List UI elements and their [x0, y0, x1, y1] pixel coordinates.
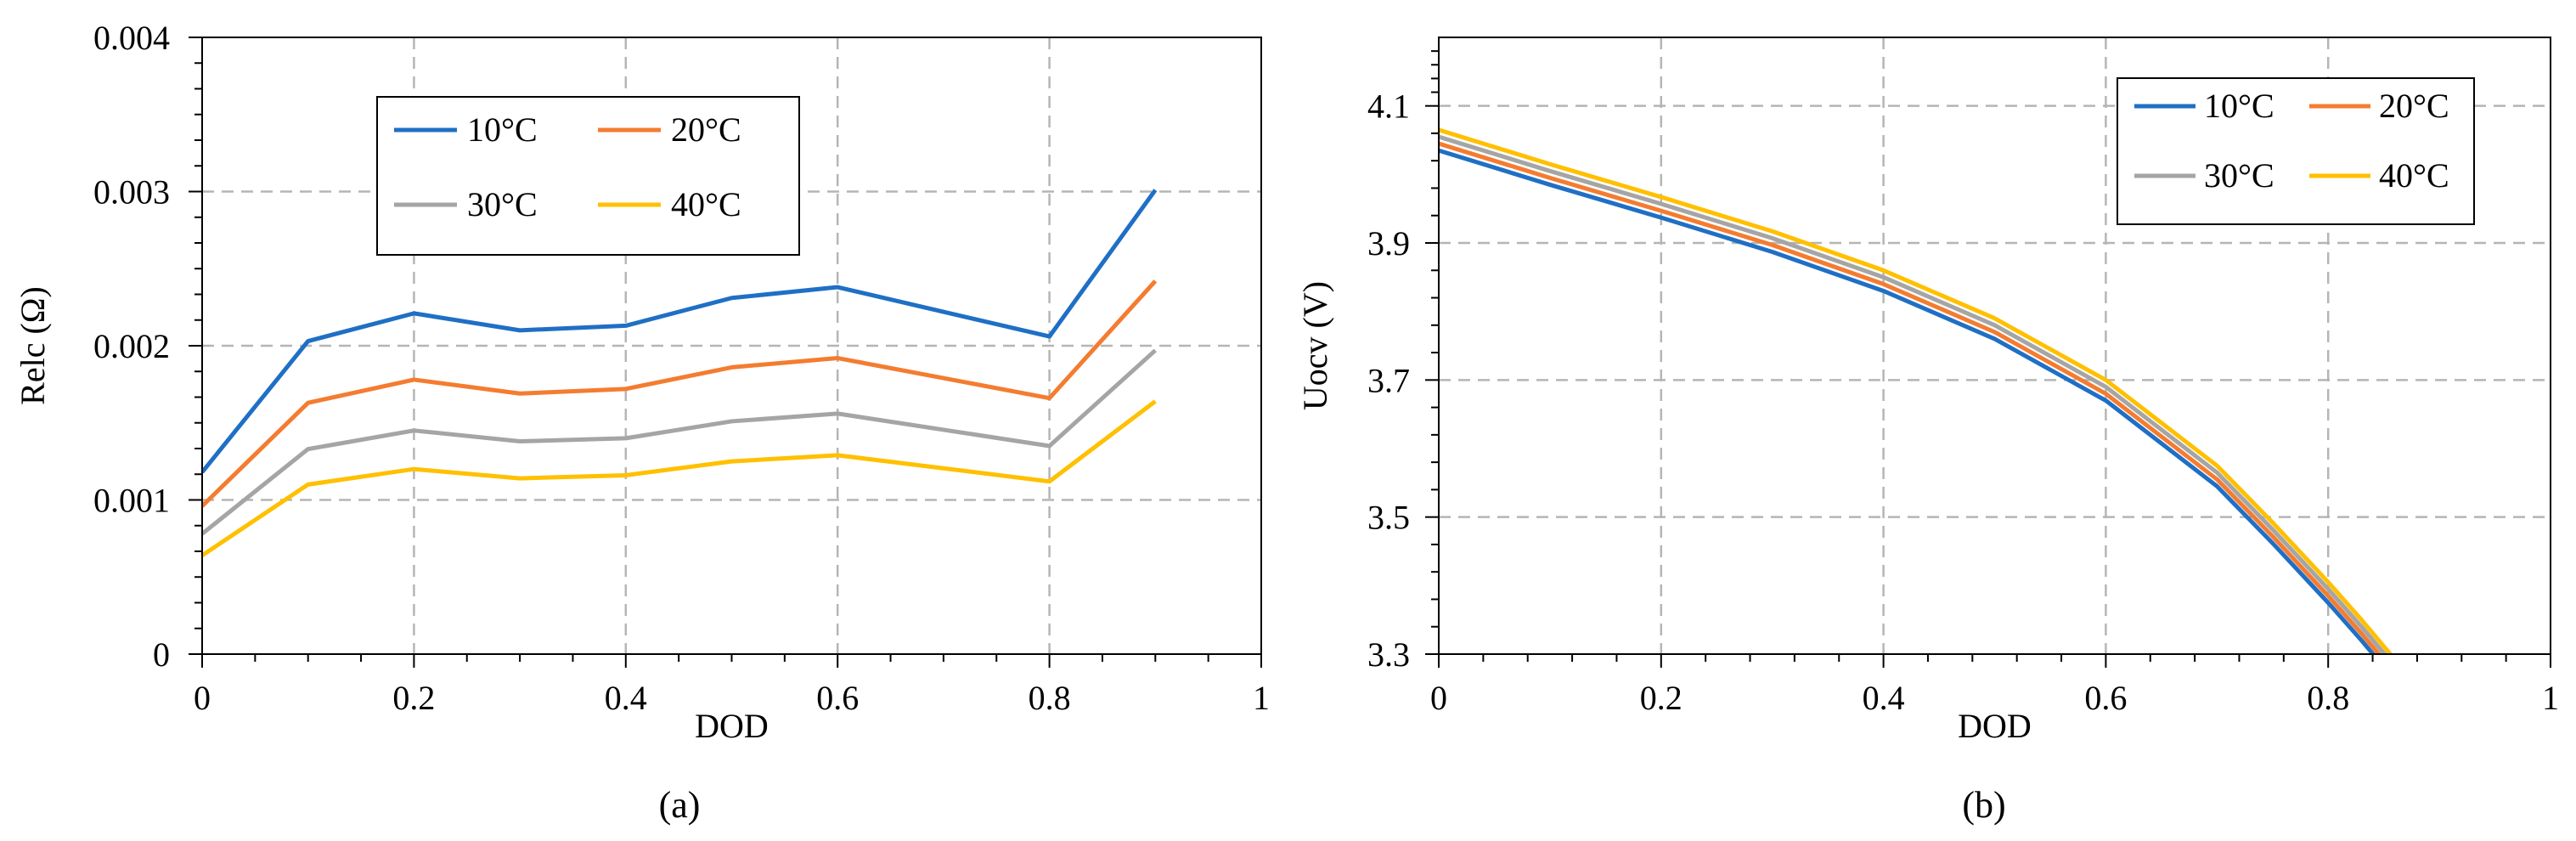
y-tick-label: 0.001	[93, 482, 170, 520]
series-line-20Cc	[1439, 141, 2382, 654]
legend-box	[2117, 77, 2475, 225]
y-axis-title: Uocv (V)	[1296, 281, 1334, 410]
x-tick-label: 0	[194, 679, 211, 717]
series-line-40Cc	[1439, 127, 2393, 654]
legend-label: 40°C	[671, 185, 741, 223]
x-tick-label: 0.4	[605, 679, 647, 717]
y-axis-title: Relc (Ω)	[14, 286, 52, 405]
y-tick-label: 3.7	[1367, 361, 1410, 399]
legend-label: 20°C	[2379, 87, 2449, 125]
x-tick-label: 0.6	[816, 679, 859, 717]
x-tick-label: 0.8	[1029, 679, 1071, 717]
panel-caption: (a)	[659, 784, 701, 826]
y-tick-label: 3.5	[1367, 499, 1410, 537]
chart-panel-b: 3.3 3.5 3.7 3.9 4.1 0 0.2 0.4 0.6 0.8 1 DOD Uocv (V)…	[1296, 37, 2559, 826]
x-tick-label: 0	[1430, 679, 1447, 717]
legend-label: 40°C	[2379, 156, 2449, 195]
series-line-40Cc	[202, 399, 1157, 557]
legend: 10°C 20°C 30°C 40°C	[376, 96, 800, 256]
axis-ticks	[189, 37, 1262, 668]
x-tick-label: 0.8	[2307, 679, 2349, 717]
y-tick-label: 3.3	[1367, 635, 1410, 674]
gridlines	[1439, 37, 2551, 654]
axis-ticks	[1425, 50, 2551, 668]
legend: 10°C 20°C 30°C 40°C	[2117, 77, 2475, 225]
x-axis-title: DOD	[1958, 707, 2032, 745]
x-tick-label: 0.2	[1640, 679, 1683, 717]
series-line-10Cc	[202, 189, 1158, 474]
x-axis-title: DOD	[695, 707, 769, 745]
legend-label: 10°C	[467, 110, 538, 149]
panel-caption: (b)	[1962, 784, 2005, 826]
y-tick-label: 0.002	[93, 327, 170, 365]
series-group	[1439, 127, 2393, 654]
x-tick-label: 0.4	[1863, 679, 1905, 717]
y-tick-label: 0.004	[93, 19, 170, 57]
chart-panel-a: 0 0.001 0.002 0.003 0.004 0 0.2 0.4 0.6 0.8 1 DOD Re…	[14, 19, 1270, 826]
series-line-10Cc	[1439, 148, 2376, 654]
y-tick-label: 0.003	[93, 173, 170, 212]
legend-label: 20°C	[671, 110, 741, 149]
legend-box	[376, 96, 800, 256]
series-line-30Cc	[1439, 134, 2387, 654]
series-line-30Cc	[202, 348, 1157, 536]
legend-label: 30°C	[2204, 156, 2274, 195]
legend-label: 10°C	[2204, 87, 2274, 125]
plot-frame	[1438, 37, 2551, 655]
series-group	[202, 189, 1158, 557]
y-tick-label: 0	[153, 635, 170, 674]
y-tick-label: 4.1	[1367, 87, 1410, 126]
y-tick-label: 3.9	[1367, 224, 1410, 262]
x-tick-label: 0.6	[2084, 679, 2127, 717]
x-tick-label: 0.2	[392, 679, 435, 717]
x-tick-label: 1	[1253, 679, 1270, 717]
legend-label: 30°C	[467, 185, 538, 223]
x-tick-label: 1	[2542, 679, 2559, 717]
series-line-20Cc	[202, 279, 1158, 508]
